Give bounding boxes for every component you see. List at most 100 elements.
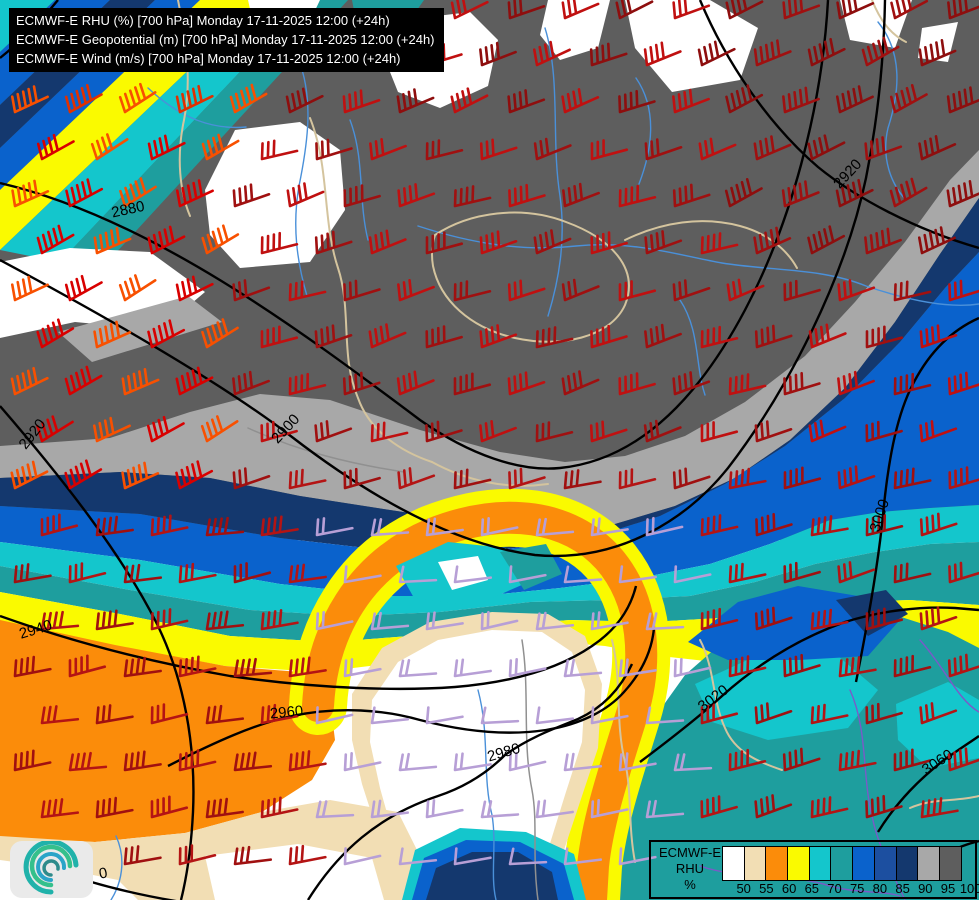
wind-barb-glyph (178, 844, 217, 866)
wind-barb-glyph (754, 606, 793, 631)
wind-barb-glyph (205, 704, 245, 725)
wind-barb (260, 420, 298, 443)
wind-barb-glyph (121, 367, 160, 396)
wind-barb (919, 324, 958, 349)
wind-barb-glyph (453, 658, 492, 678)
legend-value: 65 (804, 881, 820, 896)
wind-barb (865, 325, 904, 349)
wind-barb (507, 371, 546, 396)
wind-barb-glyph (947, 0, 979, 20)
wind-barb-glyph (783, 279, 821, 302)
wind-barb (535, 611, 575, 631)
wind-barb (508, 183, 546, 208)
wind-barb (315, 517, 354, 537)
wind-barb (232, 370, 270, 396)
wind-barb-glyph (918, 135, 957, 161)
rh-65-70-band (0, 505, 979, 616)
wind-barb (178, 844, 217, 866)
wind-barb-glyph (700, 514, 739, 537)
wind-barb (947, 747, 979, 772)
wind-barb (889, 84, 928, 114)
wind-barb-glyph (893, 467, 932, 490)
se-cyan-patch-2 (896, 682, 979, 768)
wind-barb-glyph (837, 279, 876, 302)
wind-barb (838, 749, 877, 772)
wind-barb (754, 606, 793, 631)
wind-barb (315, 138, 353, 161)
wind-barb (150, 703, 189, 725)
wind-barb (118, 82, 157, 114)
wind-barb-glyph (40, 705, 80, 725)
wind-barb-glyph (835, 85, 874, 114)
wind-barb (700, 421, 739, 443)
legend-swatch (722, 846, 745, 881)
wind-barb-glyph (260, 515, 299, 537)
wind-barb (233, 657, 273, 678)
wind-barb (563, 469, 602, 490)
wind-barb-glyph (889, 177, 928, 208)
wind-barb-glyph (68, 562, 107, 584)
wind-barb-glyph (343, 847, 382, 866)
wind-barb-glyph (507, 371, 546, 396)
wind-barb-glyph (948, 279, 979, 302)
wind-barb-glyph (314, 420, 353, 443)
contour-label-2880: 2880 (110, 198, 146, 222)
wind-barb (728, 655, 767, 678)
wind-barb (314, 420, 353, 443)
wind-barb (725, 84, 764, 114)
wind-barb-glyph (947, 747, 979, 772)
wind-barb (532, 40, 571, 67)
wind-barb-glyph (920, 797, 959, 819)
wind-barb-glyph (645, 516, 684, 537)
wind-barb-glyph (754, 420, 793, 443)
wind-barb-glyph (563, 469, 602, 490)
wind-barb (150, 608, 189, 631)
wind-barb (175, 275, 214, 302)
wind-barb-glyph (865, 607, 904, 631)
wind-barb-glyph (425, 611, 464, 631)
wind-barb (342, 371, 381, 396)
wind-barb-glyph (450, 87, 489, 114)
wind-barb-glyph (754, 794, 793, 819)
wind-barb-glyph (838, 749, 877, 772)
wind-barb-glyph (123, 750, 162, 772)
wind-barb (288, 563, 327, 584)
wind-barb-glyph (13, 749, 52, 772)
wind-barb-glyph (947, 371, 979, 396)
wind-barb-glyph (479, 324, 518, 349)
river-line (349, 119, 369, 241)
wind-barb (589, 420, 628, 443)
wind-barb (398, 847, 438, 866)
wind-barb-glyph (36, 415, 74, 443)
wind-barb (64, 459, 103, 490)
wind-barb-glyph (919, 702, 958, 725)
wind-barb (563, 752, 603, 772)
wind-barb-glyph (837, 561, 876, 584)
wind-barb-glyph (370, 421, 409, 443)
wind-barb-glyph (178, 655, 217, 678)
wind-barb (618, 565, 657, 584)
white-patch-5 (625, 0, 758, 92)
wind-barb-glyph (396, 88, 435, 114)
wind-barb-glyph (700, 421, 739, 443)
wind-barb-glyph (232, 370, 270, 396)
wind-barb-glyph (700, 325, 739, 349)
wind-barb (865, 794, 903, 819)
wind-barb-glyph (260, 231, 299, 255)
river-line (477, 689, 497, 900)
wind-barb (919, 512, 958, 537)
wind-barb (893, 654, 932, 678)
wind-barb (11, 179, 50, 208)
white-patch-4 (540, 0, 610, 60)
wind-barb-glyph (95, 609, 134, 631)
country-border (611, 639, 636, 863)
wind-barb-glyph (615, 0, 654, 20)
wind-barb-glyph (479, 419, 517, 443)
wind-barb (673, 657, 712, 678)
wind-barb (146, 415, 185, 443)
wind-barb-glyph (700, 232, 739, 255)
wind-barb-glyph (288, 372, 327, 396)
wind-barb-glyph (563, 847, 603, 866)
wind-barb-glyph (808, 419, 847, 443)
